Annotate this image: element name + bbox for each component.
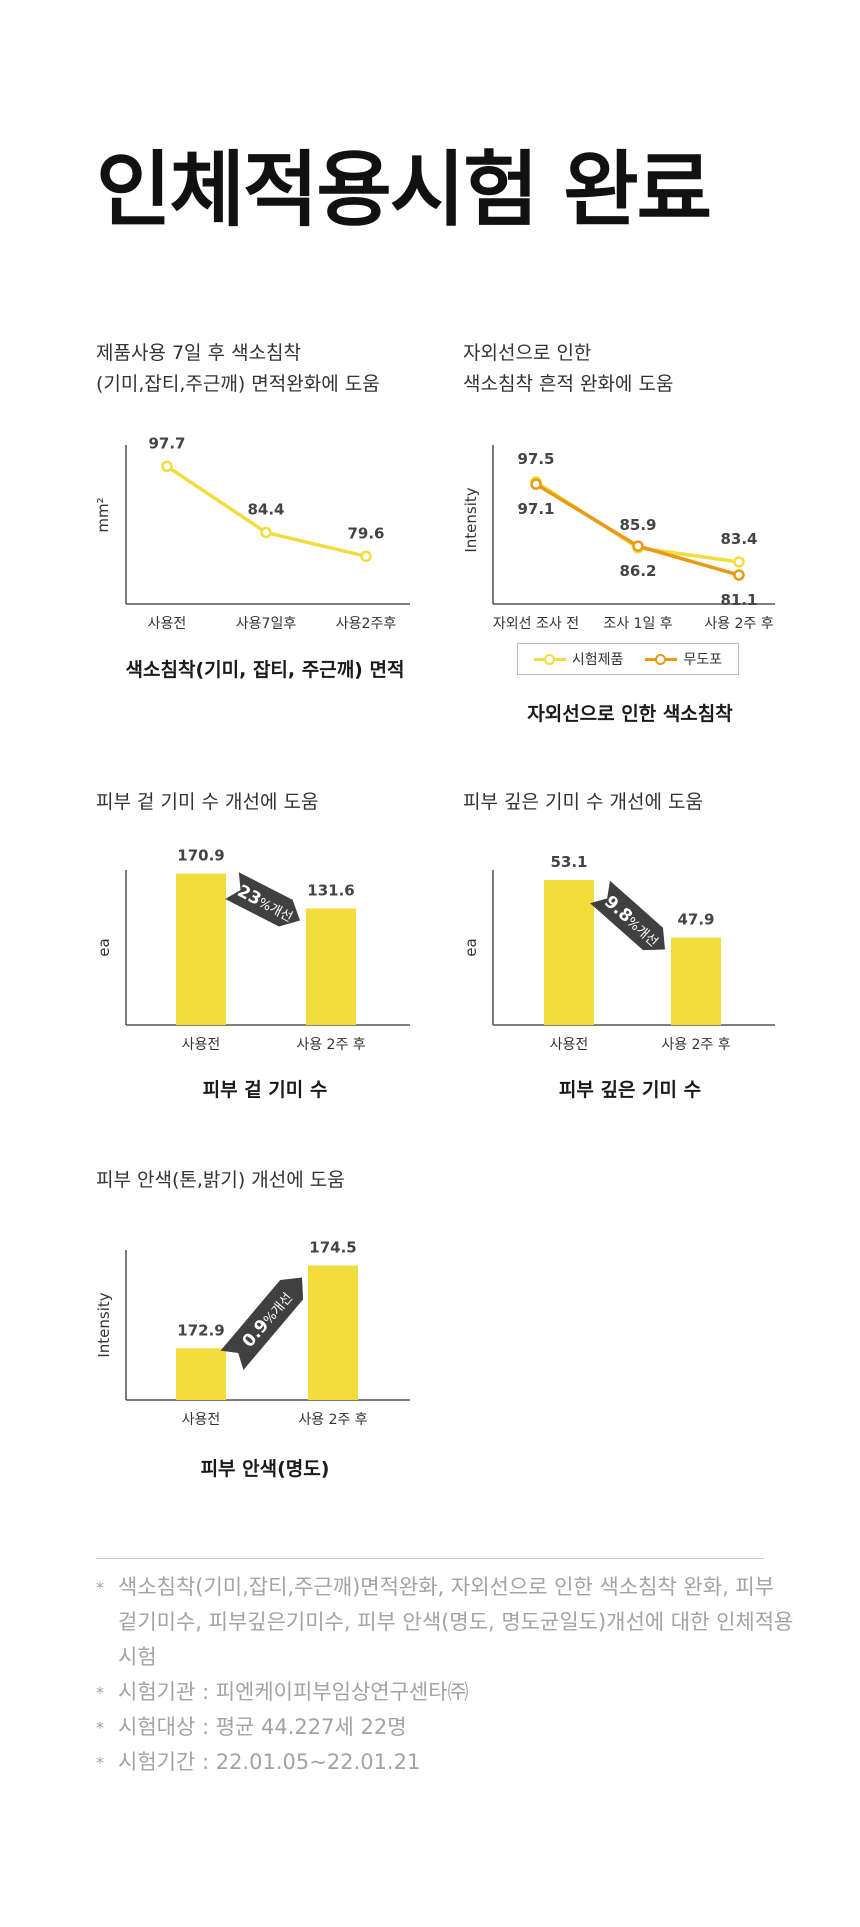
chart2-point xyxy=(530,478,542,490)
chart1-ylabel: mm² xyxy=(94,497,112,532)
chart4-tick-label: 사용전 xyxy=(550,1037,589,1053)
chart5-tick-label: 사용 2주 후 xyxy=(298,1412,367,1428)
chart1-title-line1: 제품사용 7일 후 색소침착 xyxy=(96,342,302,364)
legend-item-control: 무도포 xyxy=(645,649,722,669)
asterisk-icon: * xyxy=(96,1753,104,1772)
chart3-change-badge: 23%개선 xyxy=(225,872,301,927)
chart2-data-label: 81.1 xyxy=(720,591,757,609)
chart3-arrow-icon xyxy=(225,872,301,927)
note-text: 색소침착(기미,잡티,주근깨)면적완화, 자외선으로 인한 색소침착 완화, 피… xyxy=(118,1575,794,1669)
chart2-point xyxy=(733,556,745,568)
chart4-ylabel: ea xyxy=(462,938,480,956)
chart3-caption: 피부 겉 기미 수 xyxy=(202,1079,328,1101)
chart5-arrow-icon xyxy=(220,1277,304,1370)
chart2-data-label: 86.2 xyxy=(619,562,656,580)
chart3-bar xyxy=(176,873,226,1025)
chart2-tick-label: 자외선 조사 전 xyxy=(493,616,579,632)
chart2-point xyxy=(733,569,745,581)
chart5-change-badge: 0.9%개선 xyxy=(220,1277,304,1370)
chart5-bar xyxy=(176,1348,226,1400)
chart1-tick-label: 사용2주후 xyxy=(336,616,397,632)
chart4-bar xyxy=(544,879,594,1025)
chart4-data-label: 53.1 xyxy=(550,853,587,871)
chart2-data-label: 97.1 xyxy=(517,500,554,518)
chart1-data-label: 97.7 xyxy=(148,434,185,452)
chart1-point xyxy=(360,550,372,563)
chart2-title-line1: 자외선으로 인한 xyxy=(463,342,592,364)
chart5-data-label: 172.9 xyxy=(177,1321,224,1339)
chart4-data-label: 47.9 xyxy=(677,911,714,929)
asterisk-icon: * xyxy=(96,1578,104,1597)
page-title: 인체적용시험 완료 xyxy=(96,143,712,238)
chart2-data-label: 97.5 xyxy=(517,450,554,468)
chart3-bar xyxy=(306,908,356,1025)
chart1-title: 제품사용 7일 후 색소침착 (기미,잡티,주근깨) 면적완화에 도움 xyxy=(96,338,380,400)
chart4-caption: 피부 깊은 기미 수 xyxy=(558,1079,702,1101)
chart1-point xyxy=(161,460,173,473)
legend-line-yellow-icon xyxy=(533,653,566,665)
chart2-tick-label: 사용 2주 후 xyxy=(704,616,773,632)
chart3-data-label: 131.6 xyxy=(307,881,354,899)
chart2-tick-label: 조사 1일 후 xyxy=(603,616,672,632)
chart2-caption: 자외선으로 인한 색소침착 xyxy=(527,703,733,725)
chart2-title-line2: 색소침착 흔적 완화에 도움 xyxy=(463,373,674,395)
chart1-title-line2: (기미,잡티,주근깨) 면적완화에 도움 xyxy=(96,373,380,395)
chart3-tick-label: 사용 2주 후 xyxy=(296,1037,365,1053)
chart5-caption: 피부 안색(명도) xyxy=(200,1458,330,1480)
chart5-title: 피부 안색(톤,밝기) 개선에 도움 xyxy=(96,1169,345,1191)
note-item: * 시험기관 : 피엔케이피부임상연구센타㈜ xyxy=(96,1675,796,1710)
note-item: * 시험기간 : 22.01.05~22.01.21 xyxy=(96,1745,796,1780)
chart1-point xyxy=(260,526,272,539)
legend-label-test: 시험제품 xyxy=(571,652,624,668)
chart2-data-label: 83.4 xyxy=(720,530,757,548)
chart4-title: 피부 깊은 기미 수 개선에 도움 xyxy=(463,791,703,813)
notes-divider xyxy=(96,1558,764,1559)
notes-list: * 색소침착(기미,잡티,주근깨)면적완화, 자외선으로 인한 색소침착 완화, … xyxy=(96,1570,796,1780)
note-item: * 시험대상 : 평균 44.227세 22명 xyxy=(96,1710,796,1745)
note-text: 시험기관 : 피엔케이피부임상연구센타㈜ xyxy=(118,1680,469,1704)
note-item: * 색소침착(기미,잡티,주근깨)면적완화, 자외선으로 인한 색소침착 완화, … xyxy=(96,1570,796,1675)
chart5-tick-label: 사용전 xyxy=(182,1412,221,1428)
legend-item-test: 시험제품 xyxy=(533,649,624,669)
chart2-title: 자외선으로 인한 색소침착 흔적 완화에 도움 xyxy=(463,338,673,400)
chart4-bar xyxy=(671,937,721,1025)
note-text: 시험대상 : 평균 44.227세 22명 xyxy=(118,1715,407,1739)
chart1-data-label: 84.4 xyxy=(247,500,284,518)
chart2-data-label: 85.9 xyxy=(619,516,656,534)
chart2-legend: 시험제품 무도포 xyxy=(517,643,739,675)
chart1-caption: 색소침착(기미, 잡티, 주근깨) 면적 xyxy=(125,659,405,681)
chart5-bar xyxy=(308,1265,358,1400)
chart3-tick-label: 사용전 xyxy=(182,1037,221,1053)
asterisk-icon: * xyxy=(96,1683,104,1702)
chart3-data-label: 170.9 xyxy=(177,847,224,865)
chart2-point xyxy=(632,540,644,552)
note-text: 시험기간 : 22.01.05~22.01.21 xyxy=(118,1750,421,1774)
chart4-change-badge: 9.8%개선 xyxy=(590,880,666,951)
chart4-tick-label: 사용 2주 후 xyxy=(661,1037,730,1053)
legend-label-control: 무도포 xyxy=(683,652,723,668)
asterisk-icon: * xyxy=(96,1718,104,1737)
chart1-tick-label: 사용전 xyxy=(148,616,187,632)
chart4-arrow-icon xyxy=(590,880,666,951)
legend-line-orange-icon xyxy=(645,653,678,665)
chart3-title: 피부 겉 기미 수 개선에 도움 xyxy=(96,791,319,813)
chart2-ylabel: Intensity xyxy=(462,487,480,552)
chart5-ylabel: Intensity xyxy=(95,1292,113,1357)
chart5-data-label: 174.5 xyxy=(309,1239,356,1257)
chart1-tick-label: 사용7일후 xyxy=(236,616,297,632)
chart3-ylabel: ea xyxy=(95,938,113,956)
chart1-data-label: 79.6 xyxy=(347,524,384,542)
